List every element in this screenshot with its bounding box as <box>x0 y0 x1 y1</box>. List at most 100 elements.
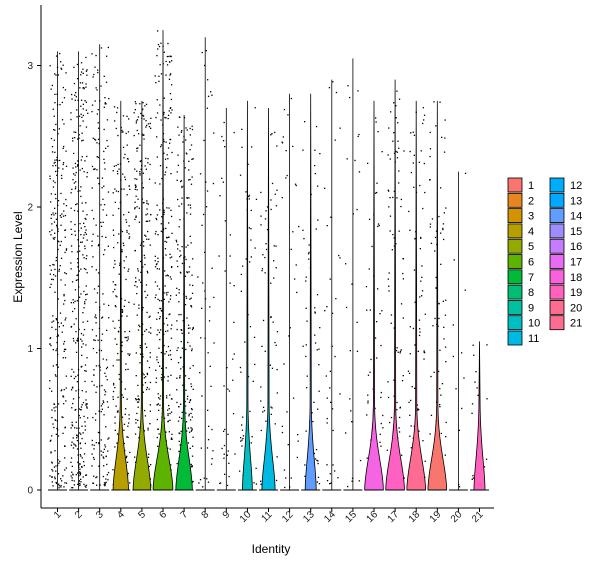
data-point <box>100 405 103 407</box>
data-point <box>150 117 152 119</box>
data-point <box>209 365 211 367</box>
data-point <box>95 335 97 337</box>
data-point <box>234 453 236 455</box>
data-point <box>266 206 269 208</box>
data-point <box>60 478 62 480</box>
data-point <box>157 298 159 300</box>
data-point <box>304 121 306 123</box>
data-point <box>117 242 119 244</box>
data-point <box>52 365 54 367</box>
data-point <box>315 125 318 128</box>
data-point <box>84 303 86 305</box>
x-tick-label: 20 <box>449 509 465 525</box>
data-point <box>166 324 169 326</box>
data-point <box>128 233 130 235</box>
data-point <box>65 273 67 275</box>
data-point <box>65 205 68 207</box>
data-point <box>297 440 299 442</box>
data-point <box>294 183 297 185</box>
data-point <box>171 433 173 435</box>
data-point <box>142 391 144 393</box>
data-point <box>106 366 109 368</box>
data-point <box>63 293 65 296</box>
data-point <box>143 118 145 120</box>
data-point <box>337 477 339 479</box>
data-point <box>126 231 128 233</box>
data-point <box>367 402 369 404</box>
data-point <box>156 204 158 206</box>
legend-label-21: 21 <box>570 318 582 330</box>
data-point <box>240 437 242 439</box>
data-point <box>51 476 53 478</box>
data-point <box>154 182 156 184</box>
data-point <box>192 258 194 260</box>
data-point <box>445 299 447 301</box>
data-point <box>140 281 142 283</box>
data-point <box>349 398 351 400</box>
data-point <box>73 484 75 486</box>
data-point <box>121 315 123 317</box>
data-point <box>114 284 116 286</box>
data-point <box>476 387 478 389</box>
data-point <box>254 107 256 109</box>
data-point <box>122 131 124 133</box>
data-point <box>399 406 401 408</box>
data-point <box>104 168 106 170</box>
data-point <box>169 253 171 255</box>
data-point <box>395 150 397 153</box>
data-point <box>443 326 445 328</box>
data-point <box>56 156 58 159</box>
data-point <box>486 344 488 346</box>
data-point <box>91 439 93 442</box>
data-point <box>184 375 187 377</box>
data-point <box>134 208 136 210</box>
data-point <box>97 122 99 124</box>
data-point <box>118 378 121 380</box>
data-point <box>54 102 56 104</box>
data-point <box>139 174 141 176</box>
data-point <box>83 464 85 467</box>
data-point <box>85 70 88 72</box>
data-point <box>96 142 98 144</box>
data-point <box>199 479 202 481</box>
data-point <box>94 138 96 140</box>
data-point <box>413 269 416 271</box>
data-point <box>124 153 126 156</box>
data-point <box>156 263 158 265</box>
data-point <box>82 312 84 314</box>
data-point <box>380 422 382 425</box>
data-point <box>187 341 189 344</box>
data-point <box>158 45 161 48</box>
data-point <box>137 384 139 387</box>
data-point <box>52 423 54 425</box>
legend-label-13: 13 <box>570 195 582 207</box>
data-point <box>116 170 119 172</box>
data-point <box>260 400 262 402</box>
data-point <box>181 332 183 334</box>
data-point <box>378 224 380 227</box>
data-point <box>305 355 307 358</box>
data-point <box>72 474 74 476</box>
data-point <box>422 122 424 125</box>
data-point <box>55 259 57 262</box>
data-point <box>73 152 75 155</box>
data-point <box>126 340 128 342</box>
data-point <box>59 312 62 314</box>
data-point <box>285 150 287 152</box>
data-point <box>80 447 82 449</box>
violin-points-5 <box>133 101 152 488</box>
data-point <box>80 234 82 236</box>
data-point <box>345 263 347 265</box>
data-point <box>356 350 359 352</box>
data-point <box>402 278 404 280</box>
data-point <box>239 470 241 472</box>
data-point <box>166 207 168 209</box>
data-point <box>305 344 307 346</box>
data-point <box>204 251 206 253</box>
data-point <box>413 134 416 136</box>
data-point <box>207 79 209 81</box>
data-point <box>94 339 96 342</box>
data-point <box>136 119 139 121</box>
data-point <box>92 347 95 350</box>
data-point <box>63 210 65 212</box>
